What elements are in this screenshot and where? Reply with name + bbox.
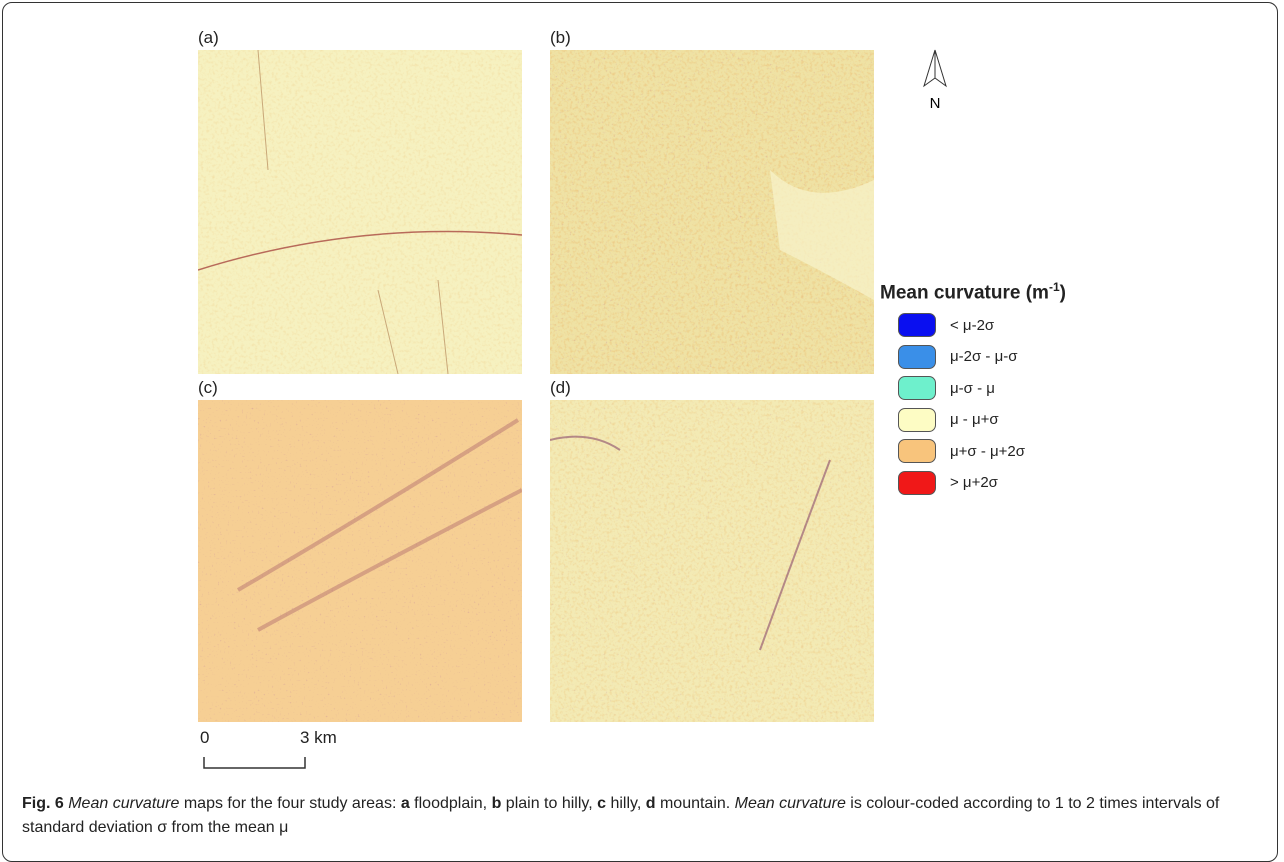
legend-swatch <box>898 345 936 369</box>
legend-swatch <box>898 313 936 337</box>
caption-text: Mean curvature <box>735 795 846 812</box>
legend-label: μ+σ - μ+2σ <box>950 443 1025 460</box>
caption-text: Mean curvature <box>64 795 180 812</box>
caption-text: plain to hilly, <box>501 795 597 812</box>
panel-label: (c) <box>198 378 218 398</box>
legend-title-end: ) <box>1060 282 1066 303</box>
scale-end: 3 km <box>300 728 337 748</box>
caption-text: floodplain, <box>410 795 492 812</box>
legend-title-sup: -1 <box>1049 280 1060 294</box>
map-mountain <box>550 400 874 724</box>
legend-item: μ - μ+σ <box>898 408 999 432</box>
legend-swatch <box>898 408 936 432</box>
caption-text: mountain. <box>656 795 735 812</box>
legend-item: > μ+2σ <box>898 471 998 495</box>
legend-swatch <box>898 376 936 400</box>
legend-label: μ-σ - μ <box>950 380 995 397</box>
panel-label: (b) <box>550 28 571 48</box>
north-label: N <box>930 95 941 112</box>
legend-label: > μ+2σ <box>950 474 998 491</box>
map-plain-to-hilly <box>550 50 874 374</box>
caption-text: a <box>401 795 410 812</box>
legend-item: μ-2σ - μ-σ <box>898 345 1017 369</box>
legend-swatch <box>898 471 936 495</box>
legend-label: μ-2σ - μ-σ <box>950 348 1017 365</box>
legend-item: μ+σ - μ+2σ <box>898 439 1025 463</box>
caption: Fig. 6 Mean curvature maps for the four … <box>22 792 1262 840</box>
caption-text: d <box>646 795 656 812</box>
panel-label: (d) <box>550 378 571 398</box>
map-floodplain <box>198 50 522 374</box>
legend-item: < μ-2σ <box>898 313 994 337</box>
caption-text: c <box>597 795 606 812</box>
north-arrow: N <box>920 48 960 118</box>
caption-text: hilly, <box>606 795 646 812</box>
legend-label: μ - μ+σ <box>950 411 999 428</box>
legend-swatch <box>898 439 936 463</box>
caption-text: Fig. 6 <box>22 795 64 812</box>
scale-start: 0 <box>200 728 209 748</box>
caption-text: maps for the four study areas: <box>179 795 400 812</box>
legend-title-text: Mean curvature (m <box>880 282 1049 303</box>
legend-title: Mean curvature (m-1) <box>880 280 1066 304</box>
legend-item: μ-σ - μ <box>898 376 995 400</box>
legend-label: < μ-2σ <box>950 317 994 334</box>
caption-text: b <box>492 795 502 812</box>
map-hilly <box>198 400 522 724</box>
scale-bar <box>200 755 310 771</box>
panel-label: (a) <box>198 28 219 48</box>
figure: (a) (b) (c) (d) <box>0 0 1284 839</box>
